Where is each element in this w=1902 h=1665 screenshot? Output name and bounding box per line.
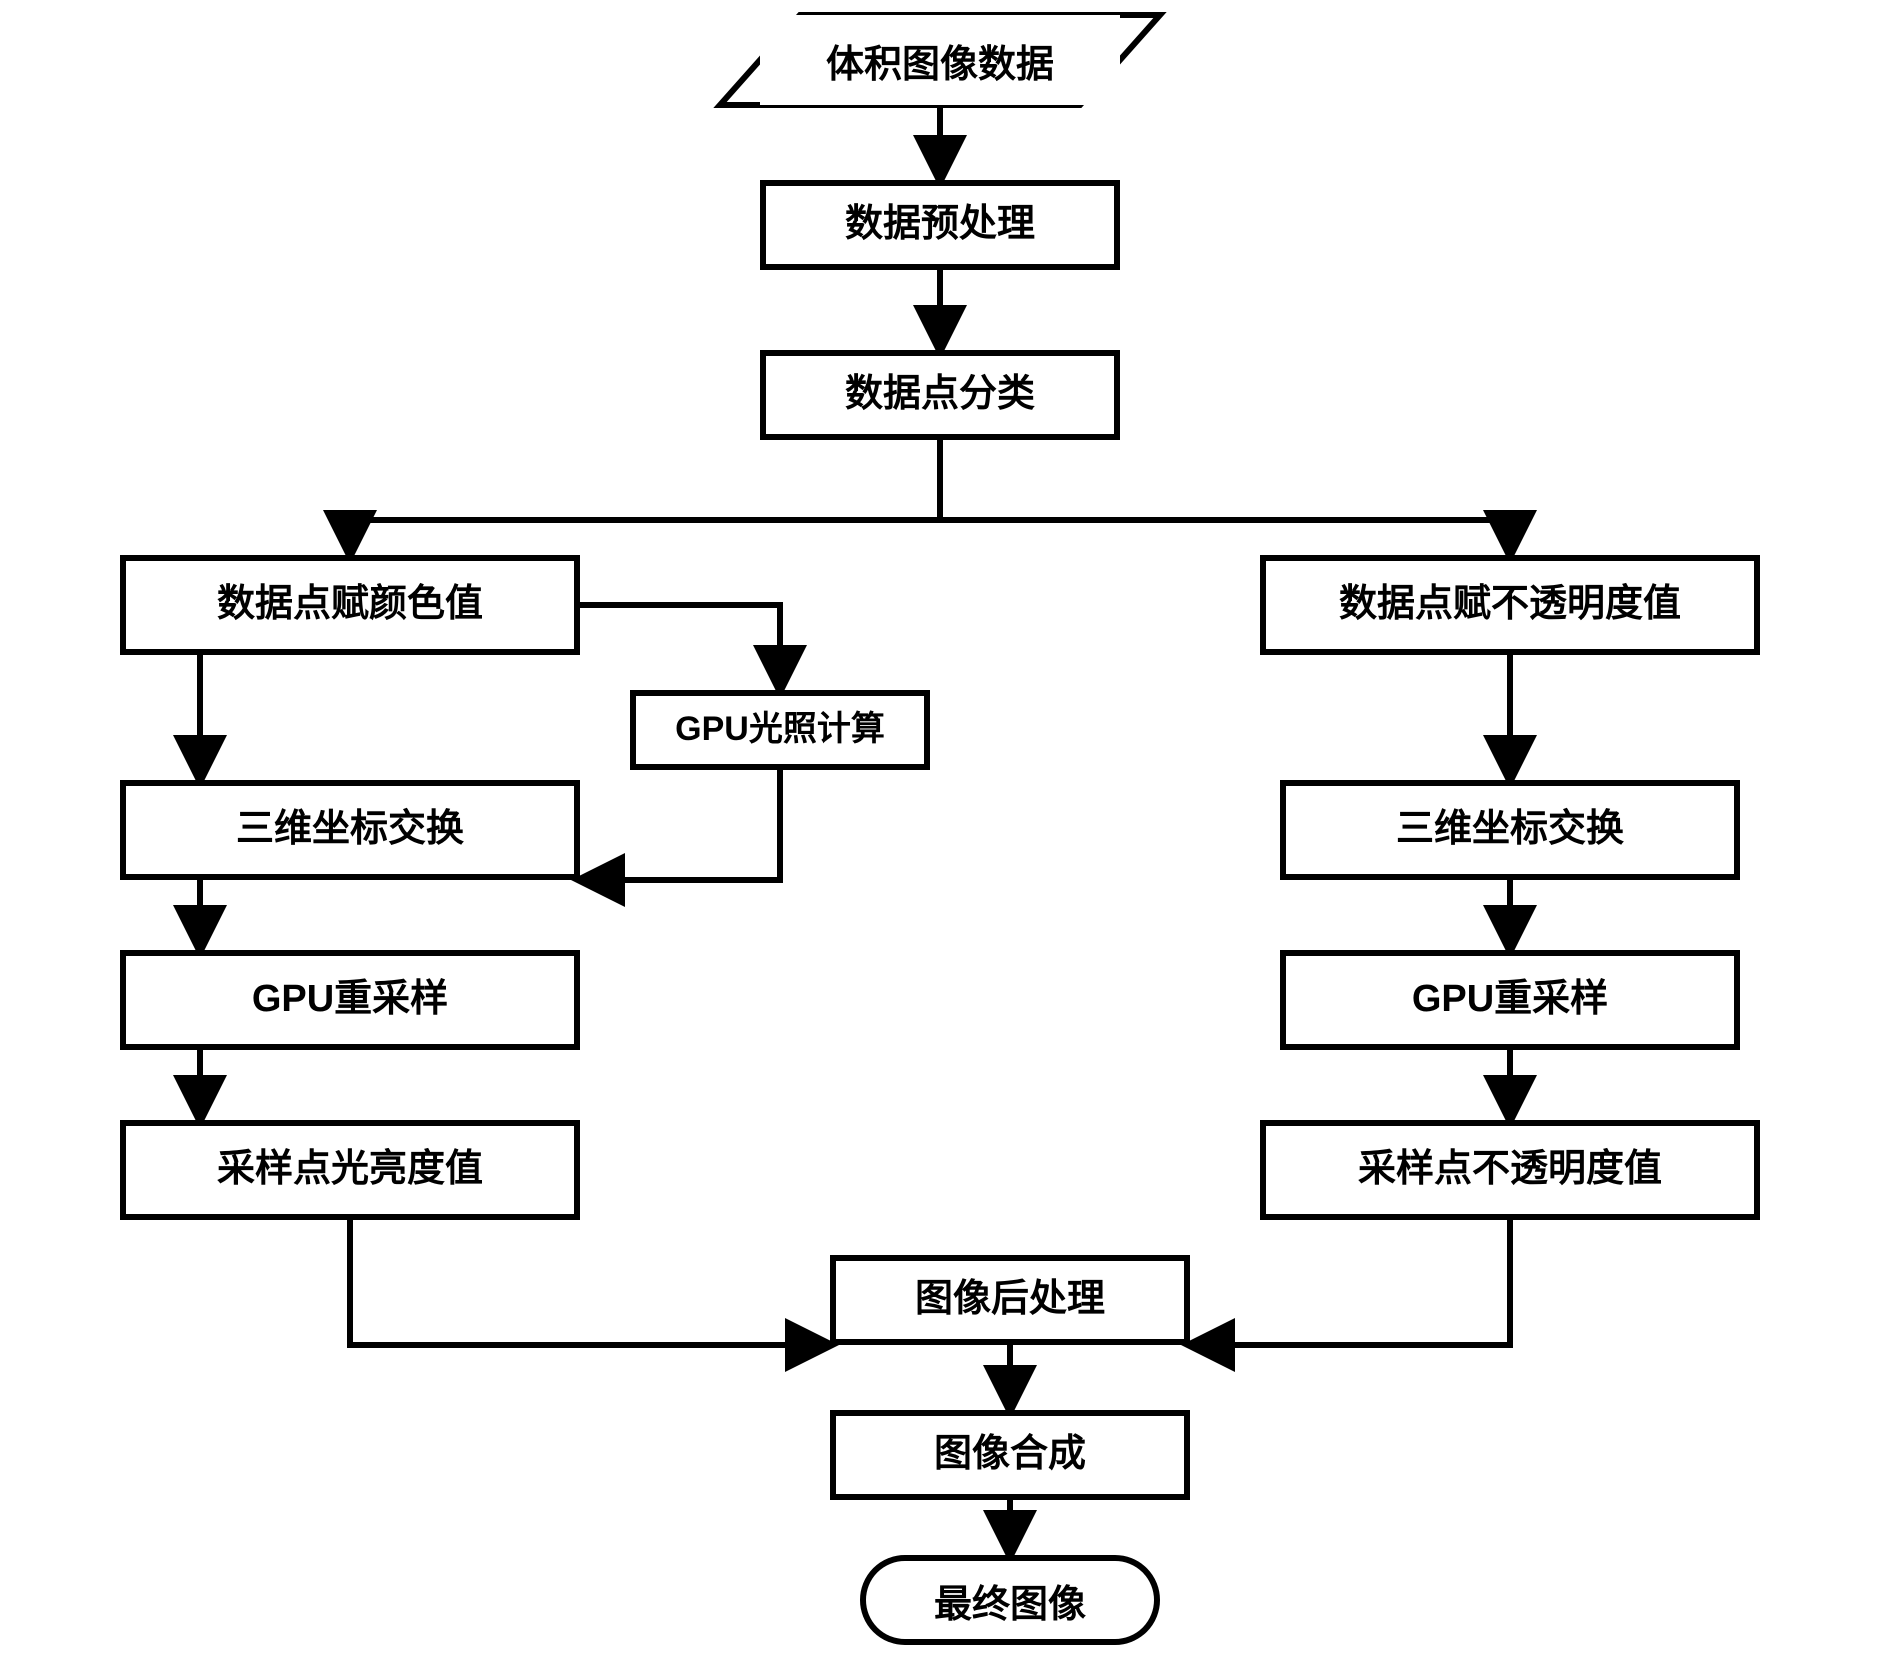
node-n_gpu_light: GPU光照计算 [630, 690, 930, 770]
node-n_bright: 采样点光亮度值 [120, 1120, 580, 1220]
node-n_post: 图像后处理 [830, 1255, 1190, 1345]
node-n_opacity: 数据点赋不透明度值 [1260, 555, 1760, 655]
node-n_xform_l: 三维坐标交换 [120, 780, 580, 880]
node-n_xform_r: 三维坐标交换 [1280, 780, 1740, 880]
node-n_comp: 图像合成 [830, 1410, 1190, 1500]
node-n_input: 体积图像数据 [760, 15, 1120, 105]
flowchart-canvas: 体积图像数据数据预处理数据点分类数据点赋颜色值GPU光照计算三维坐标交换GPU重… [0, 0, 1902, 1665]
node-n_final: 最终图像 [860, 1555, 1160, 1645]
node-n_class: 数据点分类 [760, 350, 1120, 440]
node-n_resamp_l: GPU重采样 [120, 950, 580, 1050]
node-n_pre: 数据预处理 [760, 180, 1120, 270]
node-n_opsamp: 采样点不透明度值 [1260, 1120, 1760, 1220]
node-n_color: 数据点赋颜色值 [120, 555, 580, 655]
node-n_resamp_r: GPU重采样 [1280, 950, 1740, 1050]
